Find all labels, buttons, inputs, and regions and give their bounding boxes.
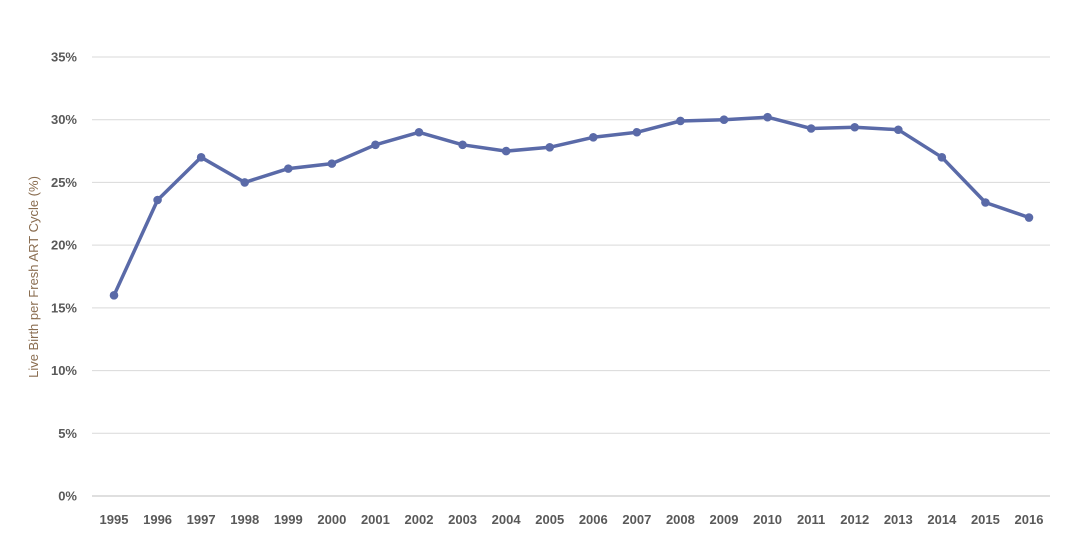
- x-tick-label: 2005: [535, 512, 564, 527]
- x-tick-label: 2000: [317, 512, 346, 527]
- y-tick-label: 10%: [51, 363, 77, 378]
- data-point: [414, 127, 424, 137]
- data-point: [501, 146, 511, 156]
- y-axis-title: Live Birth per Fresh ART Cycle (%): [26, 176, 41, 378]
- y-tick-label: 35%: [51, 50, 77, 65]
- data-point: [458, 140, 467, 150]
- x-tick-label: 2003: [448, 512, 477, 527]
- data-point: [719, 115, 729, 125]
- y-tick-label: 0%: [58, 489, 77, 504]
- y-axis-ticks: 0% 5% 10% 15% 20% 25% 30% 35%: [51, 50, 77, 504]
- x-tick-label: 1999: [274, 512, 303, 527]
- x-tick-label: 2008: [666, 512, 695, 527]
- data-series: [109, 112, 1034, 300]
- data-point: [763, 112, 772, 122]
- x-tick-label: 2012: [840, 512, 869, 527]
- data-point: [893, 125, 903, 135]
- x-tick-label: 2016: [1015, 512, 1044, 527]
- data-point: [240, 178, 250, 187]
- data-point: [632, 127, 642, 137]
- data-point: [937, 153, 947, 162]
- series-line: [112, 115, 1031, 298]
- data-point: [676, 116, 685, 126]
- x-tick-label: 2014: [927, 512, 957, 527]
- data-point: [109, 291, 119, 300]
- data-point: [327, 159, 337, 168]
- data-point: [283, 164, 293, 173]
- y-tick-label: 5%: [58, 426, 77, 441]
- data-point: [371, 140, 380, 150]
- gridlines: [92, 56, 1050, 497]
- data-point: [196, 153, 206, 162]
- x-tick-label: 2011: [797, 512, 825, 527]
- y-tick-label: 25%: [51, 175, 77, 190]
- y-tick-label: 15%: [51, 300, 77, 315]
- x-tick-label: 1996: [143, 512, 172, 527]
- data-point: [850, 122, 860, 132]
- x-tick-label: 2015: [971, 512, 1000, 527]
- x-tick-label: 1995: [100, 512, 129, 527]
- x-tick-label: 1998: [230, 512, 259, 527]
- x-tick-label: 2006: [579, 512, 608, 527]
- x-tick-label: 2013: [884, 512, 913, 527]
- x-tick-label: 2001: [361, 512, 390, 527]
- x-tick-label: 2009: [710, 512, 739, 527]
- y-tick-label: 20%: [51, 238, 77, 253]
- data-point: [153, 195, 162, 205]
- x-tick-label: 1997: [187, 512, 216, 527]
- x-axis-ticks: 1995 1996 1997 1998 1999 2000 2001 2002 2003 2004…: [100, 512, 1044, 527]
- x-tick-label: 2002: [405, 512, 434, 527]
- data-point: [545, 143, 555, 152]
- x-tick-label: 2007: [622, 512, 651, 527]
- data-point: [981, 198, 990, 207]
- y-tick-label: 30%: [51, 112, 77, 127]
- data-point: [588, 132, 598, 142]
- data-point: [806, 124, 816, 133]
- x-tick-label: 2010: [753, 512, 782, 527]
- data-point: [1024, 213, 1034, 222]
- x-tick-label: 2004: [492, 512, 522, 527]
